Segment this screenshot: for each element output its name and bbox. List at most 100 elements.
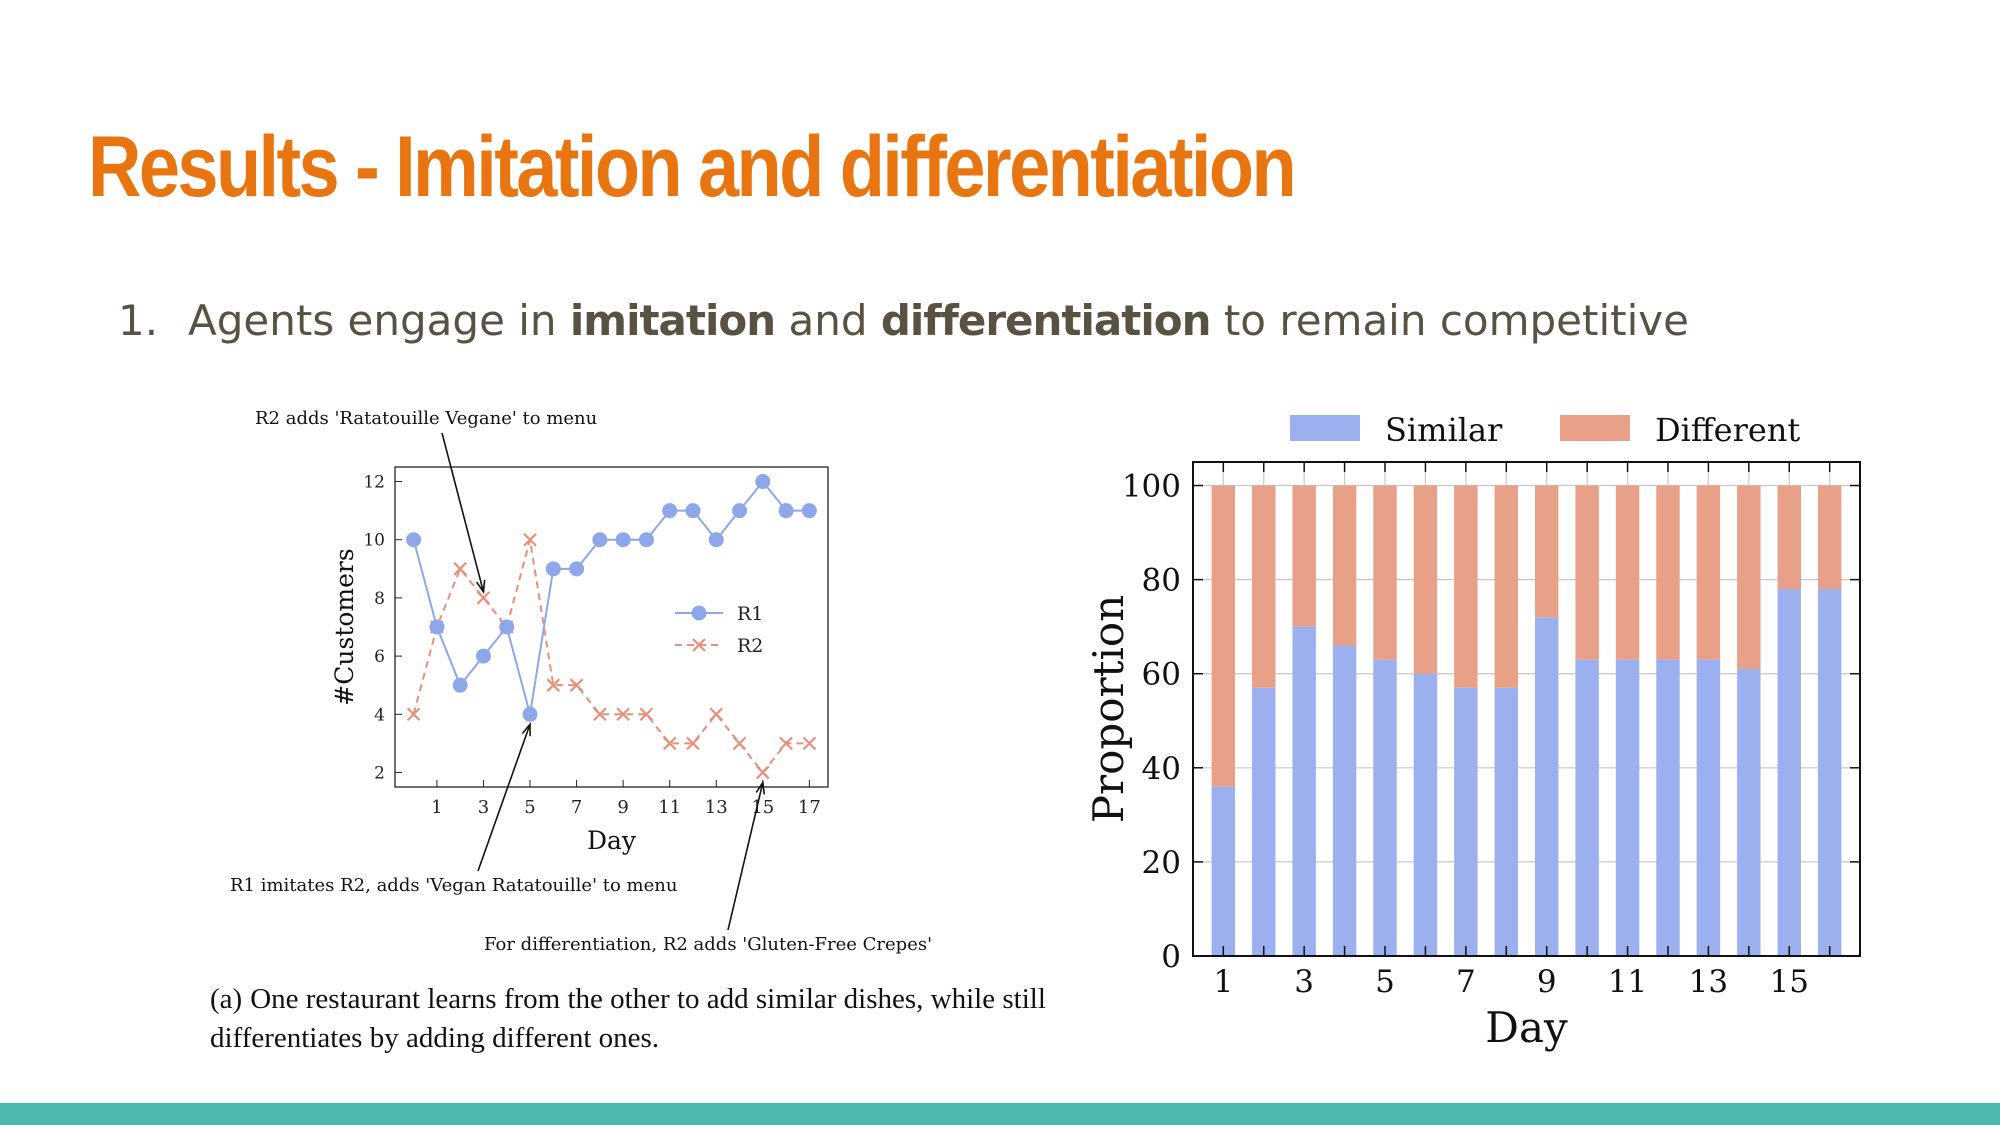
bar-similar	[1252, 687, 1276, 956]
series-line-r1	[412, 479, 810, 715]
annotation-text: R1 imitates R2, adds 'Vegan Ratatouille'…	[230, 875, 677, 896]
bar-different	[1777, 485, 1801, 590]
plot-frame	[394, 466, 829, 788]
x-tick-label: 7	[1456, 964, 1476, 1000]
y-tick-label: 100	[1122, 469, 1181, 505]
bullet-bold-imitation: imitation	[569, 296, 776, 345]
x-axis-label: Day	[1485, 1003, 1568, 1052]
data-point-r2	[779, 736, 793, 751]
data-point-r2	[546, 678, 561, 692]
bar-different	[1817, 485, 1842, 590]
bar-different	[1575, 485, 1599, 660]
data-point-r2	[732, 736, 747, 751]
data-point-r1	[778, 503, 794, 519]
data-point-r1	[545, 561, 561, 577]
x-tick-label: 3	[1294, 964, 1314, 1000]
legend-label-r2: R2	[737, 635, 763, 657]
legend-swatch-similar	[1290, 415, 1360, 441]
y-tick-label: 12	[363, 473, 385, 493]
data-point-r1	[569, 561, 585, 577]
bullet-number: 1.	[118, 296, 159, 345]
bar-similar	[1211, 786, 1236, 956]
x-tick-label: 13	[1689, 964, 1728, 1000]
x-tick-label: 5	[524, 797, 535, 818]
y-tick-label: 6	[374, 647, 385, 667]
annotation-arrowhead	[475, 579, 486, 595]
data-point-r2	[709, 707, 724, 722]
data-point-r1	[592, 532, 608, 548]
bar-different	[1656, 485, 1680, 660]
legend-marker-r1	[691, 605, 707, 621]
data-point-r1	[801, 503, 817, 519]
data-point-r1	[708, 532, 724, 548]
footer-bar	[0, 1103, 2000, 1125]
bar-different	[1494, 485, 1519, 688]
bar-different	[1534, 485, 1559, 618]
y-tick-label: 0	[1161, 939, 1181, 975]
data-point-r2	[686, 736, 700, 751]
data-point-r1	[522, 706, 538, 722]
data-point-r2	[756, 765, 770, 780]
legend-swatch-different	[1560, 415, 1630, 441]
x-tick-label: 5	[1375, 964, 1395, 1000]
bullet-point: 1. Agents engage in imitation and differe…	[118, 296, 1689, 345]
bar-similar	[1332, 645, 1357, 956]
y-tick-label: 8	[374, 589, 385, 609]
annotation-text: R2 adds 'Ratatouille Vegane' to menu	[255, 408, 597, 429]
data-point-r2	[802, 736, 817, 751]
caption-label: (a)	[210, 983, 243, 1015]
slide-title: Results - Imitation and differentiation	[88, 119, 1297, 215]
data-point-r1	[662, 503, 678, 519]
bar-different	[1696, 485, 1721, 660]
bar-similar	[1777, 589, 1801, 956]
x-tick-label: 13	[705, 797, 728, 818]
bar-similar	[1413, 673, 1438, 956]
x-tick-label: 1	[1213, 964, 1233, 1000]
x-tick-label: 9	[617, 797, 628, 818]
data-point-r1	[499, 619, 515, 635]
bar-similar	[1615, 659, 1640, 956]
plot-frame	[1192, 461, 1861, 957]
x-axis-label: Day	[587, 826, 637, 855]
y-tick-label: 20	[1142, 845, 1181, 881]
bar-similar	[1454, 687, 1478, 956]
y-tick-label: 2	[374, 763, 385, 783]
y-axis-label: #Customers	[330, 548, 359, 705]
annotation-arrowhead	[755, 780, 766, 795]
bar-similar	[1575, 659, 1599, 956]
bar-different	[1737, 485, 1761, 670]
bar-different	[1252, 485, 1276, 688]
x-tick-label: 17	[798, 797, 821, 818]
figure-caption: (a) One restaurant learns from the other …	[210, 980, 1070, 1058]
bar-similar	[1817, 589, 1842, 956]
bullet-text-pre: Agents engage in	[188, 296, 570, 345]
x-tick-label: 1	[431, 797, 442, 818]
data-point-r1	[452, 677, 468, 693]
bar-different	[1292, 485, 1316, 627]
y-tick-label: 4	[374, 705, 385, 725]
bar-similar	[1534, 617, 1559, 956]
bar-similar	[1696, 659, 1721, 956]
data-point-r1	[615, 532, 631, 548]
data-point-r1	[755, 474, 771, 490]
annotation-arrow	[441, 432, 485, 593]
bullet-text-mid: and	[775, 296, 881, 345]
bullet-text-post: to remain competitive	[1210, 296, 1689, 345]
data-point-r1	[685, 503, 701, 519]
y-axis-label: Proportion	[1084, 595, 1133, 824]
data-point-r1	[732, 503, 748, 519]
x-tick-label: 9	[1537, 964, 1557, 1000]
y-tick-label: 10	[363, 531, 385, 551]
data-point-r1	[406, 532, 422, 548]
bar-similar	[1656, 659, 1680, 956]
bar-similar	[1292, 626, 1316, 956]
annotation-arrow	[727, 782, 764, 931]
legend-label-different: Different	[1655, 411, 1800, 449]
bar-different	[1615, 485, 1640, 660]
data-point-r2	[616, 707, 630, 722]
bar-similar	[1373, 659, 1397, 956]
data-point-r1	[638, 532, 654, 548]
data-point-r2	[662, 736, 677, 751]
